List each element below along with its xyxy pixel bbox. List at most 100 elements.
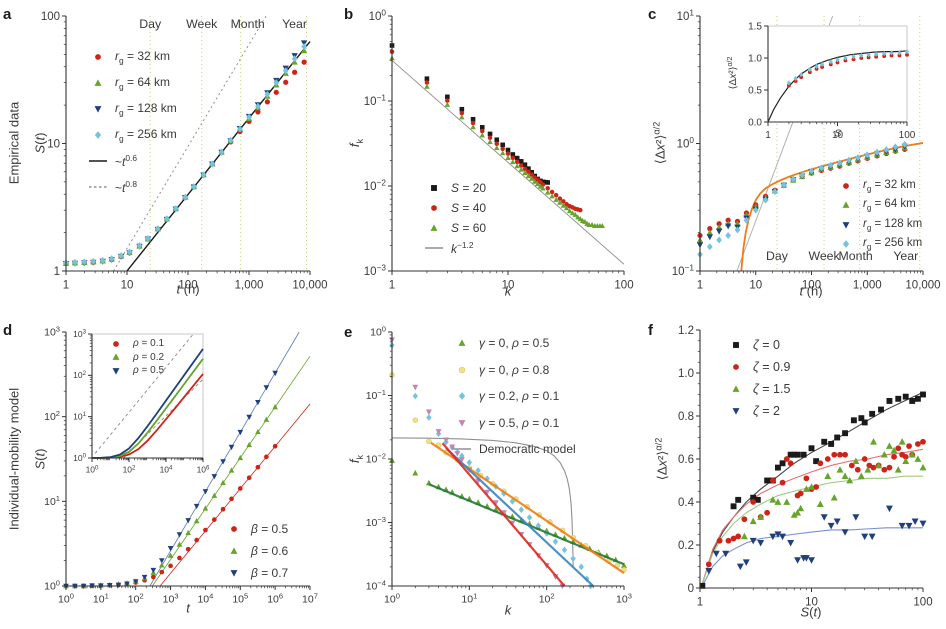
svg-text:1,000: 1,000: [853, 280, 882, 292]
legend-marker-line: [89, 160, 107, 162]
series-s-60: [389, 55, 606, 229]
svg-text:103: 103: [616, 592, 632, 606]
svg-text:1.2: 1.2: [678, 325, 694, 337]
legend-item-label: k−1.2: [451, 240, 474, 256]
svg-text:Day: Day: [766, 249, 789, 263]
svg-text:1: 1: [389, 280, 395, 292]
legend-item-label: ζ = 0.9: [753, 360, 791, 374]
svg-text:10−3: 10−3: [366, 515, 386, 529]
x-axis-label-a: t (h): [176, 281, 200, 297]
y-axis-label-f: ⟨Δx²⟩α/2: [653, 437, 670, 481]
series-zeta-0: [699, 391, 926, 589]
svg-text:10,000: 10,000: [292, 280, 327, 292]
legend-item: k−1.2: [424, 238, 486, 258]
legend-item: β = 0.5: [224, 518, 288, 540]
legend-marker-triangle-down: [732, 408, 740, 415]
legend-a: rg = 32 km rg = 64 km rg = 128 km rg = 256 …: [88, 44, 177, 200]
series-fit-blue: [445, 447, 594, 587]
legend-b: S = 20 S = 40 S = 60 k−1.2: [424, 178, 486, 258]
svg-text:101: 101: [73, 411, 86, 421]
legend-item: ζ = 0.9: [726, 356, 790, 378]
x-axis-label-b: k: [504, 283, 512, 299]
legend-item: ρ = 0.2: [106, 351, 164, 365]
series-beta-0.7: [63, 370, 278, 589]
svg-text:10: 10: [121, 280, 134, 292]
legend-marker-triangle: [112, 353, 120, 361]
legend-item: S = 20: [424, 178, 486, 198]
panel-label-c: c: [648, 6, 657, 23]
legend-item-label: ζ = 2: [753, 404, 780, 418]
svg-text:10−3: 10−3: [364, 263, 387, 277]
svg-text:Day: Day: [139, 17, 162, 31]
svg-text:103: 103: [163, 592, 179, 606]
svg-text:100: 100: [44, 578, 60, 592]
legend-item-label: ~t0.8: [115, 179, 138, 195]
svg-text:10: 10: [502, 280, 515, 292]
svg-text:0.4: 0.4: [678, 497, 695, 509]
series-fit-z1.5: [701, 475, 923, 584]
svg-text:Year: Year: [893, 249, 918, 263]
legend-item-label: ρ = 0.5: [133, 365, 165, 377]
svg-text:1: 1: [697, 280, 703, 292]
svg-text:0.6: 0.6: [678, 454, 694, 466]
series-zeta-1.5: [740, 438, 927, 540]
legend-item-label: rg = 128 km: [115, 100, 177, 118]
svg-text:102: 102: [128, 592, 144, 606]
panel-d_inset-plot: 100 102 104 106 100 101 102 103: [73, 329, 210, 475]
svg-text:10−1: 10−1: [366, 388, 386, 402]
legend-item: ~t0.8: [88, 174, 177, 200]
legend-c: rg = 32 km rg = 64 km rg = 128 km rg = 256 …: [836, 176, 922, 254]
legend-marker-triangle: [230, 547, 238, 554]
y-axis-label-c-inset: ⟨Δx²⟩α/2: [726, 56, 740, 90]
svg-text:10: 10: [805, 597, 818, 609]
y-axis-label-a: S(t): [32, 132, 48, 154]
legend-item: ρ = 0.1: [106, 337, 164, 351]
legend-marker-line: [453, 448, 471, 450]
svg-text:104: 104: [197, 592, 213, 606]
svg-text:10: 10: [832, 130, 844, 141]
svg-text:Week: Week: [808, 249, 840, 263]
legend-item: γ = 0, ρ = 0.5: [452, 330, 576, 357]
legend-item-label: γ = 0.5, ρ = 0.1: [479, 415, 560, 430]
series-s-20: [389, 43, 551, 185]
svg-text:10−2: 10−2: [364, 178, 387, 192]
svg-text:0.8: 0.8: [678, 411, 694, 423]
svg-text:101: 101: [677, 8, 695, 22]
series-fit-z0: [701, 391, 924, 584]
svg-text:102: 102: [73, 370, 86, 380]
series-rg-256-km: [63, 43, 307, 267]
legend-item: ζ = 2: [726, 400, 790, 422]
svg-text:101: 101: [93, 592, 109, 606]
legend-item-label: ρ = 0.2: [133, 351, 165, 363]
y-axis-label-c: ⟨Δx²⟩α/2: [651, 121, 668, 165]
svg-text:1: 1: [697, 597, 703, 609]
svg-text:1: 1: [63, 280, 69, 292]
legend-item-label: S = 20: [451, 181, 487, 195]
y-axis-label-b: fk: [347, 138, 365, 148]
legend-marker-circle: [231, 526, 237, 532]
svg-text:100: 100: [58, 592, 74, 606]
row-label-empirical-data: Empirical data: [6, 101, 22, 185]
series-rg-256-km: [697, 140, 908, 258]
x-axis-label-f: S(t): [800, 604, 822, 620]
legend-item: β = 0.7: [224, 562, 288, 584]
svg-text:Year: Year: [282, 17, 307, 31]
svg-text:100: 100: [384, 592, 400, 606]
series-fit-t-0.6: [126, 41, 311, 272]
panel-f-plot: 1 10 100 0 0.2 0.4 0.6 0.8 1.0 1.2: [678, 325, 933, 609]
legend-item-label: S = 40: [451, 201, 487, 215]
svg-text:106: 106: [197, 464, 210, 474]
svg-text:101: 101: [44, 494, 60, 508]
svg-text:101: 101: [461, 592, 477, 606]
series-democratic-model: [391, 437, 574, 567]
svg-text:0: 0: [688, 583, 694, 595]
legend-item-label: rg = 64 km: [863, 198, 916, 213]
legend-item: γ = 0.5, ρ = 0.1: [452, 410, 576, 437]
legend-item: rg = 128 km: [88, 96, 177, 122]
legend-item: rg = 32 km: [88, 44, 177, 70]
svg-text:100: 100: [899, 130, 916, 141]
panel-d-plot: 100 101 102 103 104 105 106 107 100 101 102 103: [44, 324, 318, 605]
legend-item-label: rg = 64 km: [115, 74, 171, 92]
